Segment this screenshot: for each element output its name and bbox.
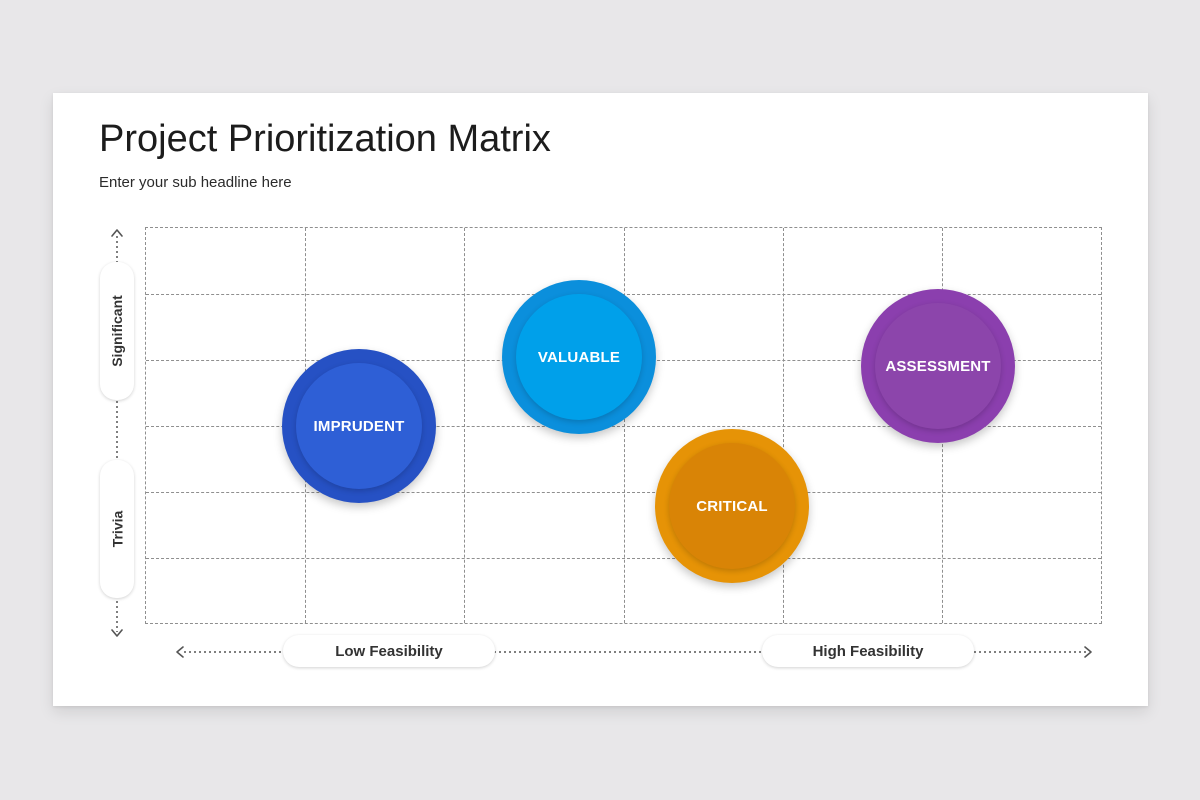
bubble-imprudent: IMPRUDENT <box>282 349 436 503</box>
x-axis-high-label: High Feasibility <box>762 635 974 667</box>
grid-line <box>783 228 784 623</box>
bubble-inner: CRITICAL <box>669 443 795 569</box>
grid-line <box>146 426 1101 427</box>
bubble-assessment: ASSESSMENT <box>861 289 1015 443</box>
grid-line <box>146 492 1101 493</box>
arrow-right-icon <box>1084 646 1092 658</box>
arrow-left-icon <box>176 646 184 658</box>
y-axis-high-text: Significant <box>109 295 125 367</box>
y-axis-low-label: Trivia <box>100 460 134 598</box>
bubble-label: VALUABLE <box>537 348 621 366</box>
bubble-valuable: VALUABLE <box>502 280 656 434</box>
page-subtitle: Enter your sub headline here <box>99 174 292 191</box>
bubble-label: IMPRUDENT <box>313 417 405 435</box>
x-axis-low-label: Low Feasibility <box>283 635 495 667</box>
bubble-label: ASSESSMENT <box>885 357 991 375</box>
grid-line <box>146 558 1101 559</box>
bubble-critical: CRITICAL <box>655 429 809 583</box>
grid-line <box>464 228 465 623</box>
y-axis-low-text: Trivia <box>109 510 125 548</box>
arrow-down-icon <box>111 629 123 637</box>
bubble-label: CRITICAL <box>696 497 768 515</box>
y-axis-high-label: Significant <box>100 262 134 400</box>
bubble-inner: VALUABLE <box>516 294 642 420</box>
page-title: Project Prioritization Matrix <box>99 118 551 160</box>
grid-line <box>624 228 625 623</box>
bubble-inner: IMPRUDENT <box>296 363 422 489</box>
arrow-up-icon <box>111 229 123 237</box>
bubble-inner: ASSESSMENT <box>875 303 1001 429</box>
